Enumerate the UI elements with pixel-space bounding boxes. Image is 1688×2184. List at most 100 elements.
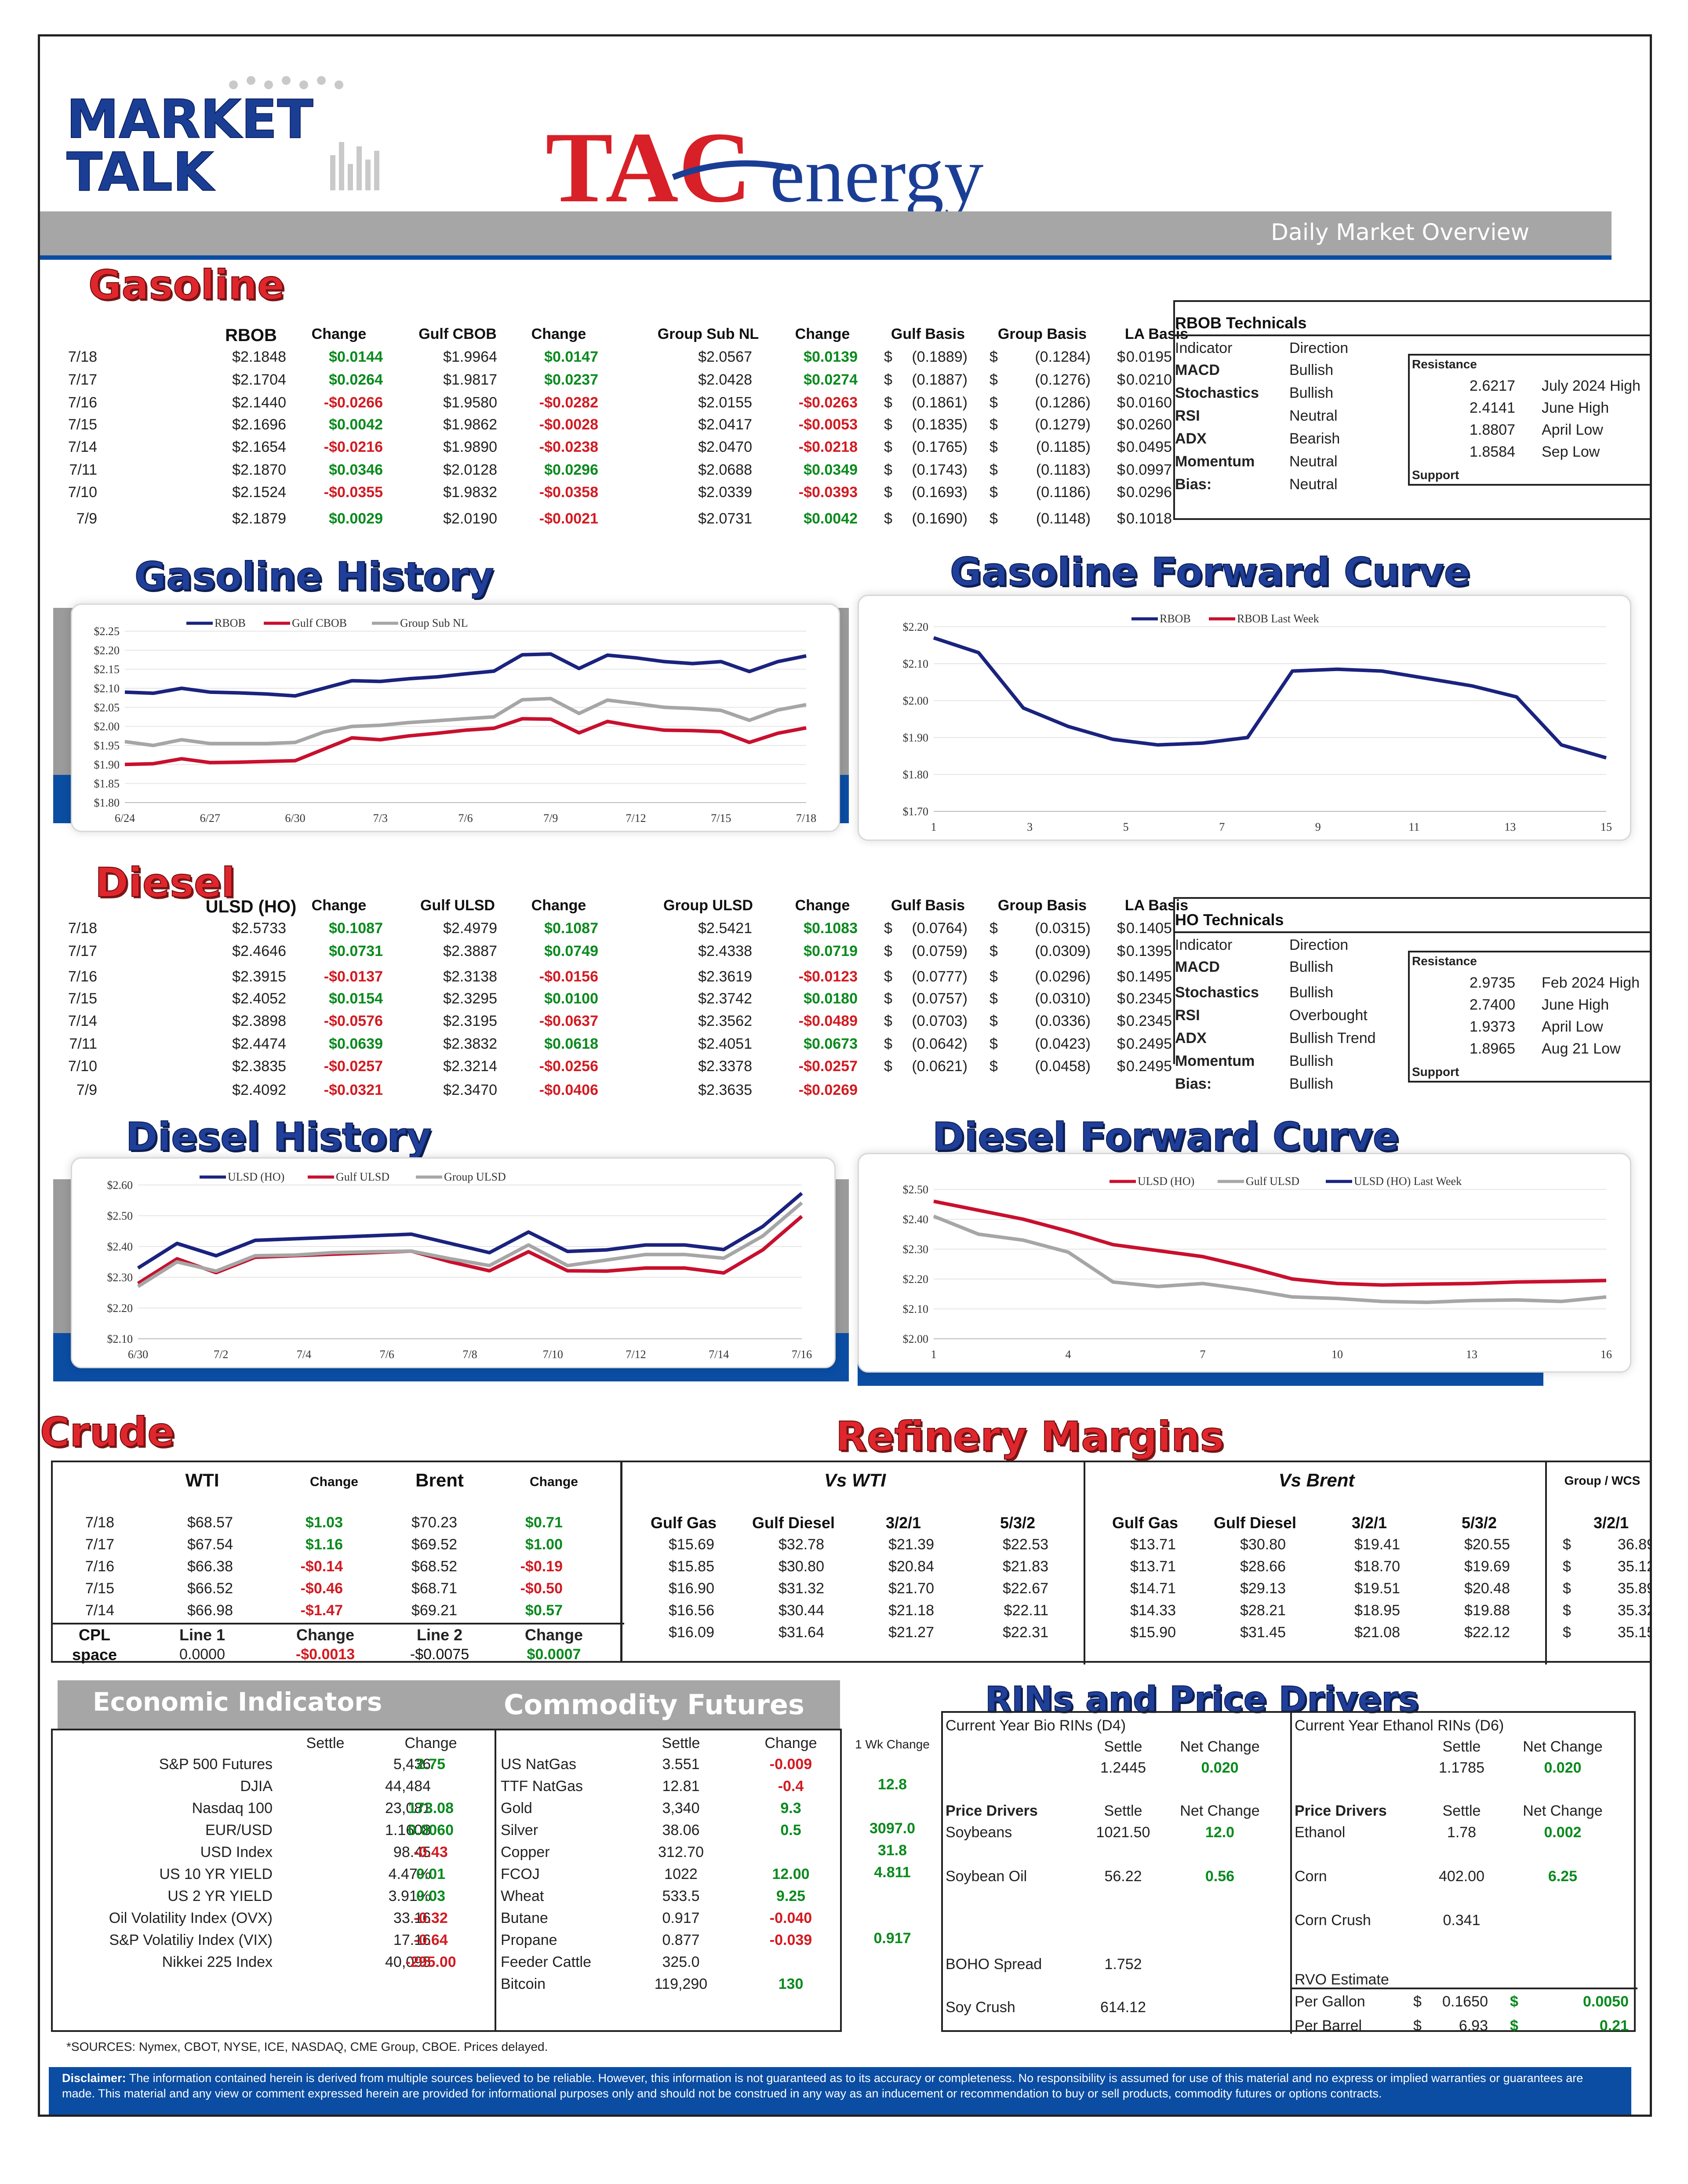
cpl-change: Change bbox=[296, 1626, 354, 1644]
dollar-sign: $ bbox=[884, 1058, 892, 1075]
driver-change: 0.56 bbox=[1205, 1868, 1235, 1885]
logo-market-text: MARKET bbox=[66, 89, 313, 150]
col-change: $0.0731 bbox=[329, 943, 383, 959]
driver-settle: 402.00 bbox=[1439, 1868, 1484, 1885]
econ-name: US 2 YR YIELD bbox=[167, 1888, 273, 1904]
col-change: -$0.0156 bbox=[539, 968, 598, 985]
dollar-sign: $ bbox=[1117, 484, 1125, 501]
margin-value: $31.32 bbox=[779, 1580, 824, 1597]
col-price: $2.3887 bbox=[443, 943, 497, 959]
col-basis: (0.0703) bbox=[912, 1013, 968, 1029]
econ-change: -0.64 bbox=[414, 1932, 448, 1948]
margin-value: $31.64 bbox=[779, 1624, 824, 1641]
col-price: $2.4092 bbox=[232, 1082, 286, 1098]
dollar-sign: $ bbox=[1117, 349, 1125, 365]
x-tick-label: 3 bbox=[1027, 821, 1033, 833]
commodity-settle: 3,340 bbox=[662, 1800, 700, 1817]
col-change: -$0.0393 bbox=[798, 484, 858, 501]
econ-change: 0.0060 bbox=[408, 1822, 454, 1839]
driver-name: Ethanol bbox=[1295, 1824, 1346, 1841]
margin-value: $30.44 bbox=[779, 1602, 824, 1619]
margin-col-header: 5/3/2 bbox=[1000, 1514, 1036, 1532]
margin-value: $30.80 bbox=[779, 1558, 824, 1575]
series-line-2 bbox=[124, 697, 807, 747]
cpl-label-2: space bbox=[72, 1646, 117, 1664]
level-label: June High bbox=[1542, 996, 1609, 1013]
col-price: $2.0339 bbox=[698, 484, 752, 501]
row-date: 7/15 bbox=[68, 416, 97, 433]
col-basis: 0.0160 bbox=[1126, 394, 1172, 411]
econ-settle: 40,095 bbox=[385, 1954, 431, 1970]
col-change: $0.0154 bbox=[329, 990, 383, 1007]
commodity-name: TTF NatGas bbox=[501, 1778, 583, 1795]
y-tick-label: $2.30 bbox=[903, 1243, 929, 1256]
margin-value: $29.13 bbox=[1240, 1580, 1286, 1597]
price-drivers-header: Price Drivers bbox=[1295, 1802, 1387, 1819]
col-change: $0.0139 bbox=[804, 349, 858, 365]
col-basis: 0.0997 bbox=[1126, 462, 1172, 478]
y-tick-label: $1.80 bbox=[903, 768, 929, 781]
dollar-sign: $ bbox=[990, 510, 998, 527]
dollar-sign: $ bbox=[1117, 1058, 1125, 1075]
logo-energy-text: energy bbox=[770, 131, 983, 217]
x-tick-label: 7/15 bbox=[711, 812, 731, 825]
commodity-name: US NatGas bbox=[501, 1756, 576, 1773]
margin-value: $20.48 bbox=[1464, 1580, 1510, 1597]
margin-col-header: Gulf Gas bbox=[1112, 1514, 1179, 1532]
group-wcs-header: Group / WCS bbox=[1564, 1474, 1641, 1487]
col-basis: 0.0296 bbox=[1126, 484, 1172, 501]
dollar-sign: $ bbox=[1117, 1013, 1125, 1029]
settle-header: Settle bbox=[306, 1735, 345, 1752]
margin-col-header: Gulf Diesel bbox=[752, 1514, 835, 1532]
cpl-v4: $0.0007 bbox=[527, 1646, 581, 1663]
commodity-settle: 3.551 bbox=[662, 1756, 700, 1773]
d6-value: 1.1785 bbox=[1439, 1759, 1484, 1776]
commodity-name: Feeder Cattle bbox=[501, 1954, 591, 1970]
per-barrel-change: 0.21 bbox=[1599, 2017, 1629, 2034]
col-basis: 0.0210 bbox=[1126, 371, 1172, 388]
col-price: $2.0128 bbox=[443, 462, 497, 478]
legend-label: Gulf ULSD bbox=[1246, 1175, 1299, 1188]
col-basis: (0.1690) bbox=[912, 510, 968, 527]
col-header: Change bbox=[311, 897, 367, 914]
brent-change: $1.00 bbox=[525, 1536, 563, 1553]
margin-value: $14.71 bbox=[1130, 1580, 1176, 1597]
col-price: $2.0567 bbox=[698, 349, 752, 365]
change-header: Change bbox=[404, 1735, 457, 1752]
col-change: $0.0274 bbox=[804, 371, 858, 388]
dollar-sign: $ bbox=[990, 416, 998, 433]
col-header: Change bbox=[311, 326, 367, 342]
brent-change: $0.71 bbox=[525, 1514, 563, 1531]
brent-price: $69.52 bbox=[411, 1536, 457, 1553]
commodity-change: -0.039 bbox=[769, 1932, 812, 1948]
x-tick-label: 9 bbox=[1315, 821, 1321, 833]
series-line-0 bbox=[933, 1199, 1607, 1287]
col-basis: (0.0621) bbox=[912, 1058, 968, 1075]
col-price: $2.0470 bbox=[698, 439, 752, 455]
econ-change: 173.08 bbox=[408, 1800, 454, 1817]
dollar-sign: $ bbox=[990, 943, 998, 959]
row-date: 7/15 bbox=[85, 1580, 114, 1597]
commodity-name: FCOJ bbox=[501, 1866, 540, 1882]
diesel-history-chart: $2.10 $2.20 $2.30 $2.40 $2.50 $2.60 6/30 7/2 7/4… bbox=[71, 1157, 836, 1368]
col-change: $0.1087 bbox=[544, 920, 598, 937]
col-basis: 0.2345 bbox=[1126, 990, 1172, 1007]
margin-value: $28.66 bbox=[1240, 1558, 1286, 1575]
col-basis: (0.0315) bbox=[1035, 920, 1091, 937]
col-header: Gulf Basis bbox=[891, 897, 965, 914]
econ-change: 2.75 bbox=[416, 1756, 446, 1773]
col-change: -$0.0053 bbox=[798, 416, 858, 433]
dollar-sign: $ bbox=[1563, 1536, 1571, 1553]
econ-name: Oil Volatility Index (OVX) bbox=[109, 1910, 273, 1926]
tech-indicator: Momentum bbox=[1175, 453, 1255, 470]
margin-value: $16.90 bbox=[669, 1580, 714, 1597]
col-price: $2.3214 bbox=[443, 1058, 497, 1075]
econ-name: S&P 500 Futures bbox=[159, 1756, 273, 1773]
wti-price: $67.54 bbox=[187, 1536, 233, 1553]
tech-title: HO Technicals bbox=[1175, 911, 1284, 929]
x-tick-label: 6/30 bbox=[285, 812, 305, 825]
dollar-sign: $ bbox=[884, 349, 892, 365]
col-price: $2.1440 bbox=[232, 394, 286, 411]
col-basis: (0.0764) bbox=[912, 920, 968, 937]
margin-value: $14.33 bbox=[1130, 1602, 1176, 1619]
